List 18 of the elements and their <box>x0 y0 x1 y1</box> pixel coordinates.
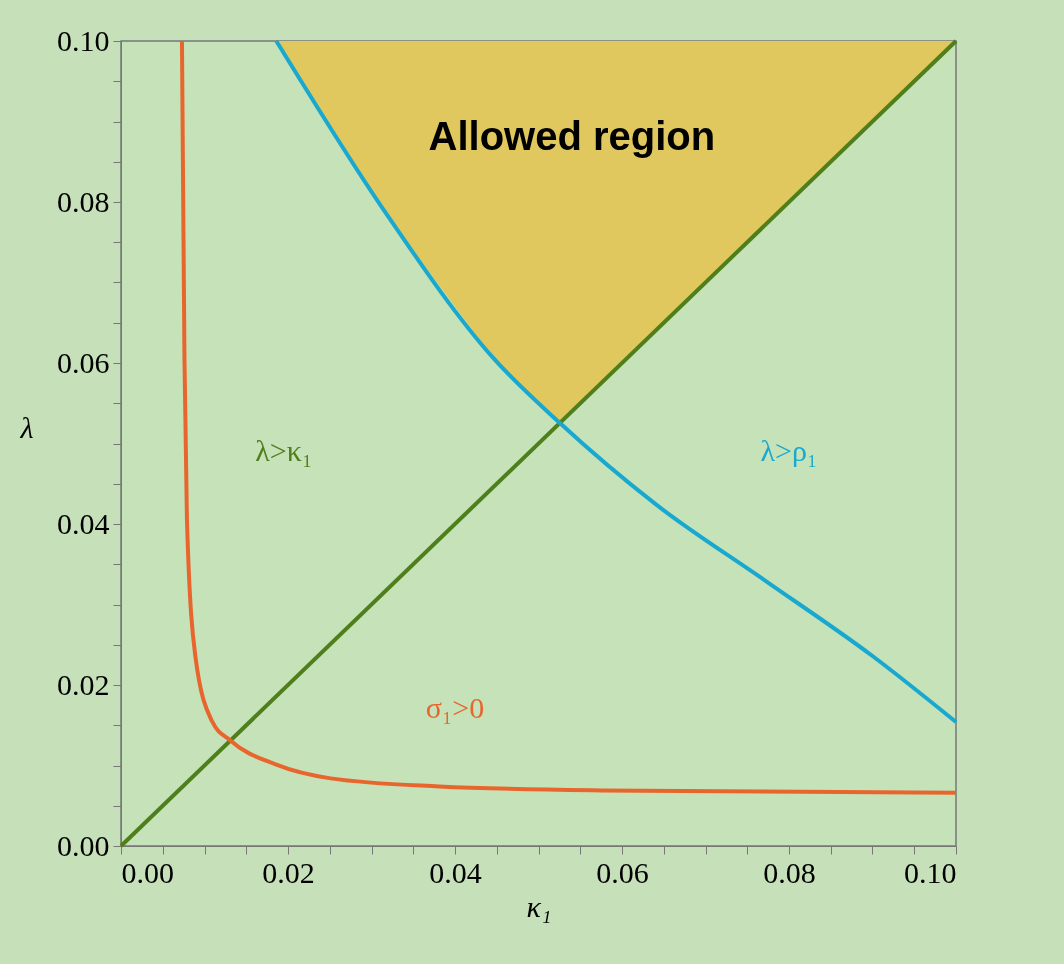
annotation: σ₁>0 <box>425 691 485 725</box>
annotation: λ>ρ₁ <box>760 433 818 467</box>
annotation: λ>κ₁ <box>255 433 313 467</box>
y-tick-label: 0.00 <box>57 828 110 862</box>
x-tick-label: 0.02 <box>262 855 315 889</box>
x-tick-label: 0.04 <box>429 855 482 889</box>
annotation: Allowed region <box>428 113 716 158</box>
y-tick-label: 0.04 <box>57 506 110 540</box>
x-tick-label: 0.08 <box>763 855 816 889</box>
x-axis-title: κ₁ <box>526 889 552 923</box>
x-tick-label: 0.10 <box>904 855 957 889</box>
y-tick-label: 0.02 <box>57 667 110 701</box>
y-tick-label: 0.06 <box>57 345 110 379</box>
y-tick-label: 0.10 <box>57 23 110 57</box>
x-tick-label: 0.00 <box>121 855 174 889</box>
y-tick-label: 0.08 <box>57 184 110 218</box>
y-axis-title: λ <box>19 411 34 444</box>
x-tick-label: 0.06 <box>596 855 649 889</box>
